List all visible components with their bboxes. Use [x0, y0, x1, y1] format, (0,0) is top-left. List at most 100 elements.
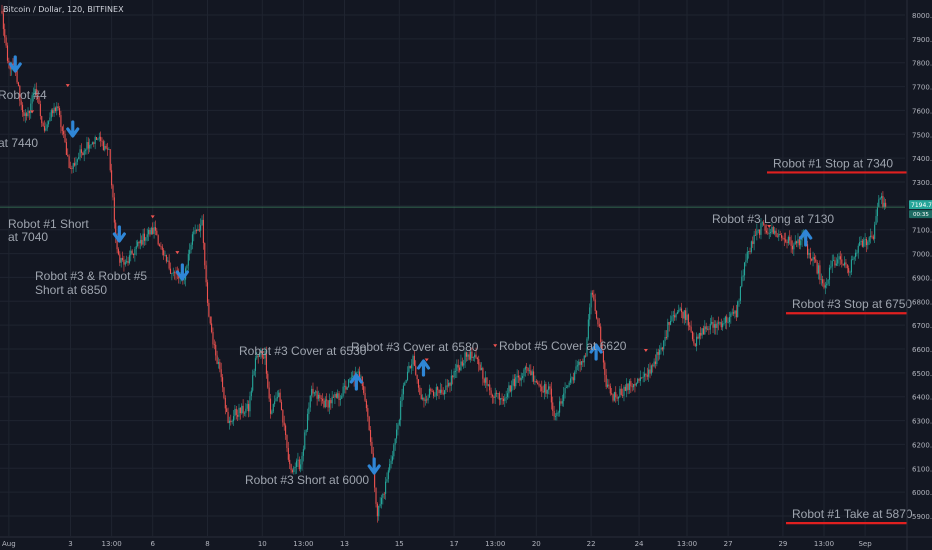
candle-body — [469, 351, 472, 360]
candles — [1, 4, 887, 523]
candle-body — [605, 375, 607, 387]
x-tick-label: 17 — [450, 540, 459, 548]
x-tick-label: Sep — [858, 540, 872, 548]
candle-body — [72, 163, 74, 169]
candle-body — [368, 416, 370, 431]
x-tick-label: 6 — [150, 540, 155, 548]
candle-body — [808, 252, 810, 255]
candle-body — [550, 388, 552, 403]
candle-body — [198, 229, 200, 231]
candle-body — [45, 128, 47, 131]
candle-body — [811, 258, 813, 261]
candle-body — [517, 375, 520, 378]
candle-body — [301, 455, 303, 465]
candle-body — [195, 230, 198, 232]
candle-body — [723, 322, 725, 324]
candle-body — [726, 316, 728, 323]
candle-body — [43, 126, 46, 131]
candle-body — [153, 227, 155, 234]
candle-body — [535, 380, 537, 383]
candle-body — [156, 230, 158, 236]
x-tick-label: 27 — [724, 540, 733, 548]
candle-body — [628, 381, 631, 390]
candle-body — [712, 321, 714, 328]
candle-body — [548, 386, 550, 390]
candle-body — [633, 384, 635, 388]
candle-body — [169, 268, 172, 274]
candle-body — [294, 466, 296, 468]
candle-body — [704, 326, 706, 335]
candle-body — [786, 241, 788, 244]
candle-body — [141, 240, 143, 245]
candle-body — [730, 313, 732, 317]
candle-body — [191, 234, 193, 245]
candle-body — [122, 258, 124, 260]
candle-body — [4, 29, 6, 38]
candle-body — [317, 394, 320, 399]
candle-body — [752, 241, 754, 244]
candle-body — [511, 385, 513, 392]
candle-body — [320, 398, 322, 399]
candle-body — [757, 229, 759, 231]
candle-body — [35, 88, 37, 96]
candle-body — [839, 256, 841, 260]
candle-body — [674, 315, 676, 318]
candle-body — [8, 60, 10, 63]
fractal-marker — [424, 358, 429, 362]
candle-body — [483, 378, 485, 383]
candle-body — [570, 378, 572, 383]
candle-body — [313, 392, 315, 394]
candle-body — [556, 412, 558, 417]
candle-body — [456, 364, 458, 371]
candle-body — [315, 391, 317, 393]
candle-body — [606, 384, 609, 387]
candle-body — [279, 392, 281, 403]
candle-body — [796, 241, 798, 244]
level-label: Robot #1 Stop at 7340 — [773, 156, 893, 170]
annotation-text: Robot #3 & Robot #5 — [35, 269, 147, 283]
y-tick-label: 6300.0 — [912, 418, 932, 426]
candle-body — [148, 229, 150, 235]
candle-body — [442, 392, 444, 395]
candle-body — [113, 197, 115, 223]
candle-body — [217, 362, 220, 364]
candle-body — [213, 344, 215, 346]
current-price-badge — [909, 200, 932, 210]
candle-body — [79, 149, 81, 157]
candle-body — [848, 268, 850, 273]
candle-body — [234, 408, 236, 417]
time-axis[interactable]: Aug 3 13:00 6 8 10 13:00 13 15 17 13:00 20 22 24 13:00… — [0, 536, 932, 548]
candle-body — [794, 241, 796, 245]
candle-body — [23, 112, 25, 116]
price-axis[interactable]: 5900.0 6000.0 6100.0 6200.0 6300.0 6400.0 6500… — [906, 0, 932, 550]
arrow-shape — [799, 229, 813, 247]
candle-body — [613, 392, 615, 401]
candle-body — [389, 463, 391, 471]
candle-body — [174, 272, 176, 274]
candle-body — [789, 236, 791, 241]
candle-body — [652, 365, 654, 367]
candle-body — [641, 377, 643, 379]
candle-body — [304, 432, 306, 450]
candle-body — [53, 107, 55, 114]
candle-body — [285, 425, 287, 436]
x-tick-label: 13:00 — [293, 540, 313, 548]
candle-body — [782, 237, 784, 239]
candle-body — [28, 110, 30, 114]
candle-body — [360, 376, 362, 378]
candle-body — [534, 380, 536, 382]
candle-body — [243, 412, 246, 414]
candle-body — [475, 354, 477, 358]
candle-body — [659, 349, 661, 355]
candle-body — [283, 422, 285, 426]
candle-body — [543, 384, 546, 393]
candle-body — [19, 85, 21, 101]
candle-body — [583, 355, 585, 363]
candle-body — [865, 238, 868, 246]
arrow-shape — [367, 457, 381, 475]
candle-body — [567, 385, 569, 388]
candle-body — [568, 382, 570, 386]
candle-body — [683, 310, 685, 319]
